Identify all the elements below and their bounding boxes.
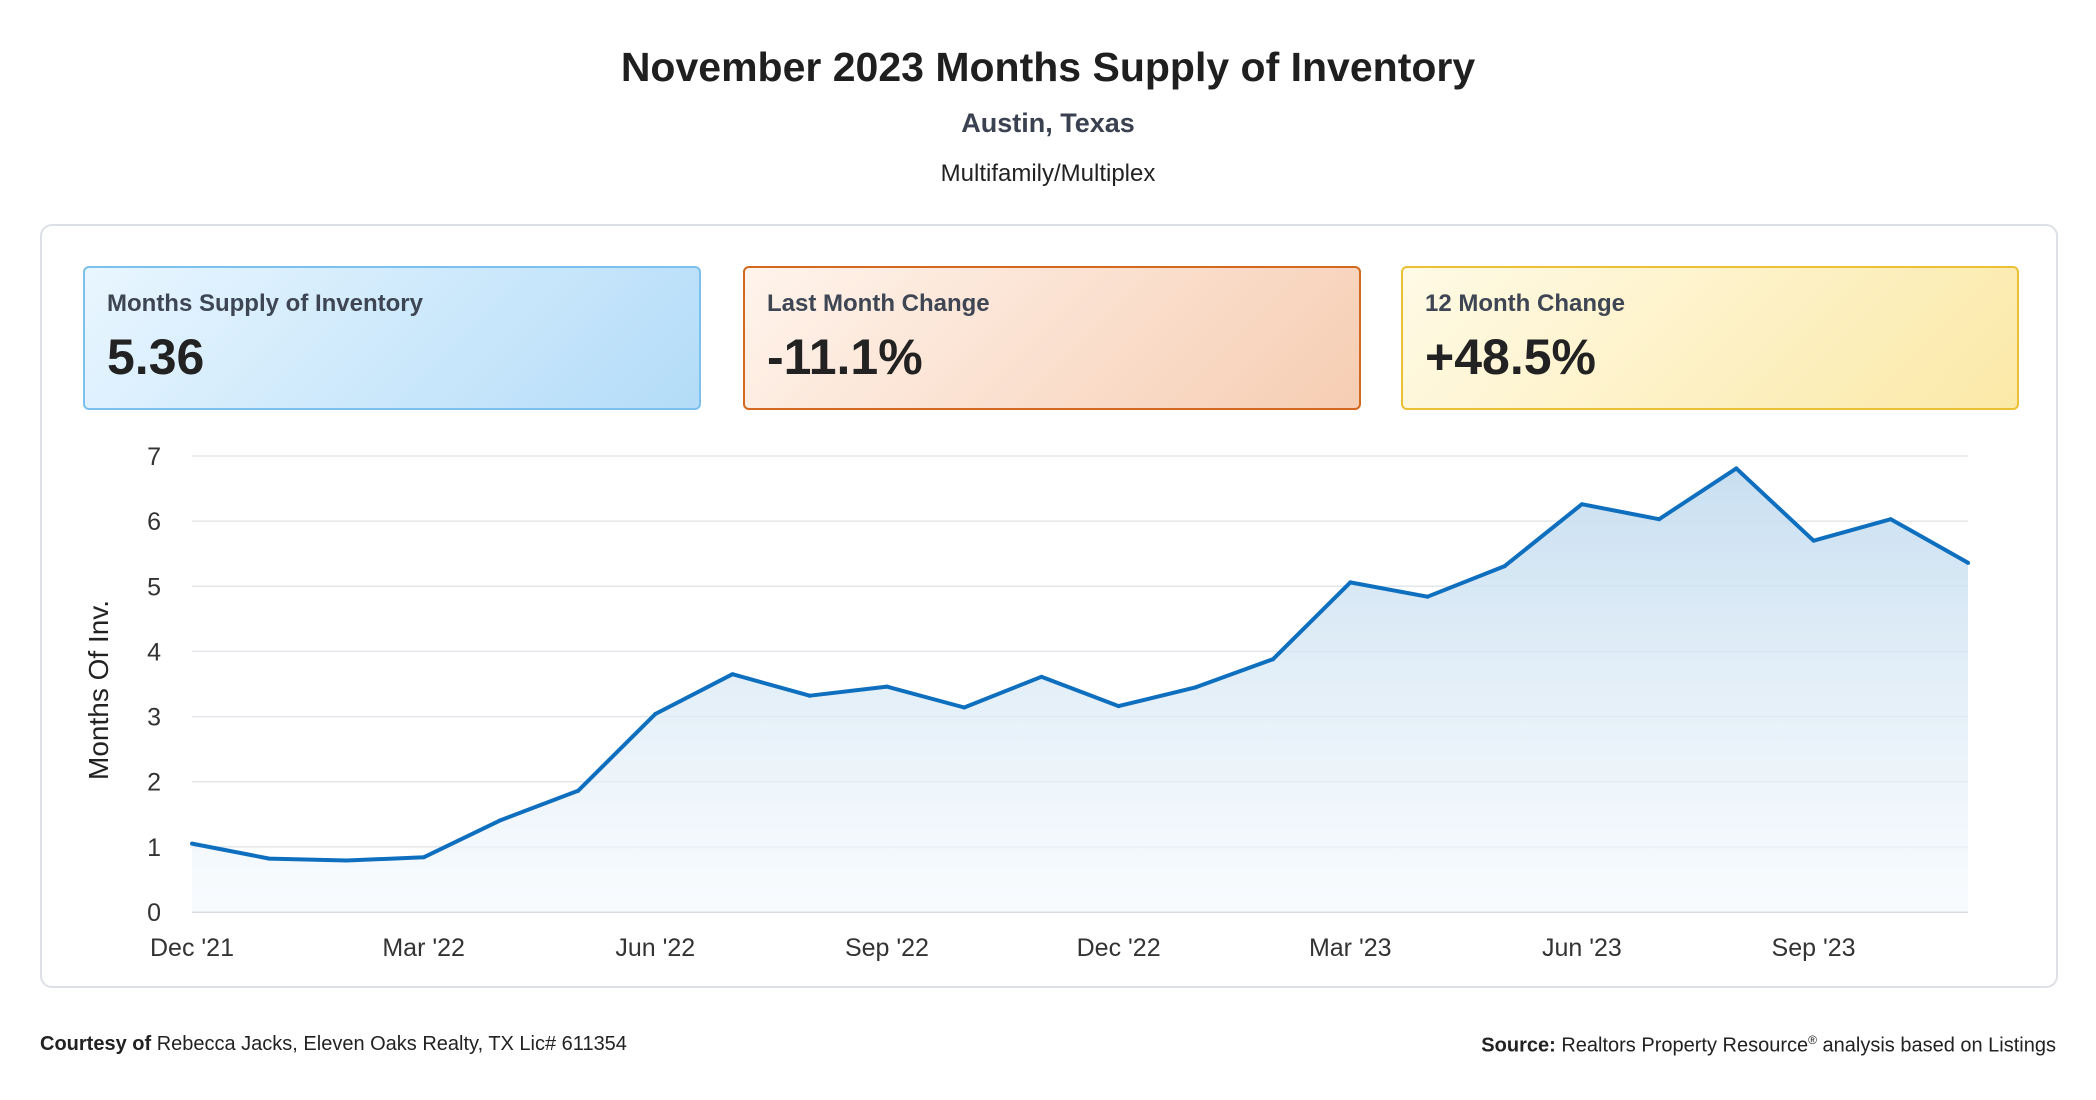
- source-suffix: analysis based on Listings: [1822, 1034, 2056, 1057]
- y-tick-label: 7: [147, 443, 161, 471]
- data-point: [1271, 657, 1276, 662]
- x-axis-ticks: Dec '21 Mar '22 Jun '22 Sep '22 Dec '22 Mar '…: [150, 934, 1856, 962]
- data-point: [421, 855, 426, 860]
- x-tick-label: Jun '22: [615, 934, 695, 962]
- x-tick-label: Jun '23: [1542, 934, 1622, 962]
- data-point: [1888, 517, 1893, 522]
- data-point: [1193, 685, 1198, 690]
- data-point: [1579, 502, 1584, 507]
- area-fill: [192, 468, 1968, 912]
- data-point: [1657, 517, 1662, 522]
- property-category: Multifamily/Multiplex: [940, 160, 1156, 187]
- twelve-month-change-card: 12 Month Change +48.5%: [1401, 266, 2019, 410]
- data-point: [653, 711, 658, 716]
- months-supply-label: Months Supply of Inventory: [107, 290, 423, 317]
- courtesy-footer: Courtesy of Rebecca Jacks, Eleven Oaks R…: [40, 1033, 627, 1056]
- x-tick-label: Dec '22: [1077, 934, 1161, 962]
- data-point: [190, 841, 194, 846]
- months-supply-card: Months Supply of Inventory 5.36: [83, 266, 701, 410]
- last-month-change-card: Last Month Change -11.1%: [743, 266, 1361, 410]
- x-tick-label: Sep '22: [845, 934, 929, 962]
- chart-panel: [40, 224, 2058, 988]
- data-point: [962, 705, 967, 710]
- data-point: [1734, 466, 1739, 471]
- data-point: [1425, 594, 1430, 599]
- courtesy-text: Rebecca Jacks, Eleven Oaks Realty, TX Li…: [156, 1033, 627, 1055]
- y-tick-label: 2: [147, 769, 161, 797]
- x-tick-label: Sep '23: [1772, 934, 1856, 962]
- data-point: [884, 684, 889, 689]
- source-footer: Source: Realtors Property Resource® anal…: [1481, 1033, 2056, 1058]
- registered-mark: ®: [1808, 1033, 1817, 1047]
- y-axis-ticks: 0 1 2 3 4 5 6 7: [147, 443, 161, 927]
- data-point: [1039, 674, 1044, 679]
- y-tick-label: 3: [147, 704, 161, 732]
- x-tick-label: Mar '22: [382, 934, 465, 962]
- data-point: [1502, 564, 1507, 569]
- data-point: [498, 818, 503, 823]
- data-point: [576, 788, 581, 793]
- data-point: [730, 672, 735, 677]
- months-supply-value: 5.36: [107, 329, 205, 385]
- source-text: Realtors Property Resource: [1561, 1034, 1809, 1057]
- location-subtitle: Austin, Texas: [961, 108, 1135, 138]
- y-tick-label: 4: [147, 638, 161, 666]
- y-tick-label: 1: [147, 834, 161, 862]
- data-point: [1348, 580, 1353, 585]
- source-label: Source:: [1481, 1034, 1556, 1057]
- data-point: [1811, 538, 1816, 543]
- series-line: [191, 466, 1969, 863]
- last-month-change-label: Last Month Change: [767, 290, 990, 317]
- data-point: [267, 856, 272, 861]
- last-month-change-value: -11.1%: [767, 329, 923, 385]
- y-tick-label: 5: [147, 573, 161, 601]
- twelve-month-change-label: 12 Month Change: [1425, 290, 1626, 317]
- data-point: [807, 693, 812, 698]
- y-axis-label: Months Of Inv.: [83, 600, 114, 780]
- data-point: [1116, 704, 1121, 709]
- data-points: [190, 466, 1970, 863]
- x-tick-label: Dec '21: [150, 934, 234, 962]
- page-title: November 2023 Months Supply of Inventory: [620, 44, 1476, 90]
- courtesy-label: Courtesy of: [40, 1033, 152, 1055]
- x-tick-label: Mar '23: [1309, 934, 1392, 962]
- y-tick-label: 6: [147, 508, 161, 536]
- y-tick-label: 0: [147, 899, 161, 927]
- data-point: [1966, 560, 1970, 565]
- twelve-month-change-value: +48.5%: [1425, 329, 1596, 385]
- data-point: [344, 858, 349, 863]
